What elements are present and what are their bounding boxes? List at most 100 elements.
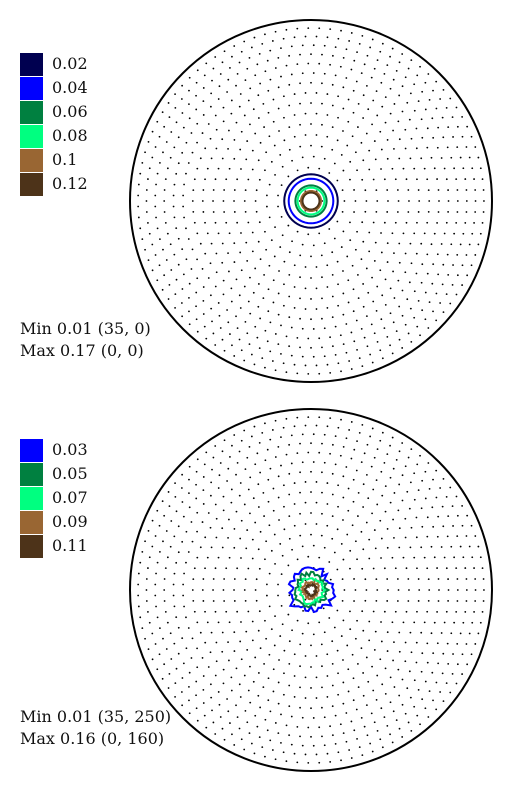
grid-dot <box>373 649 376 651</box>
grid-dot <box>323 716 326 719</box>
grid-dot <box>424 81 427 84</box>
grid-dot <box>337 116 339 119</box>
grid-dot <box>357 274 359 276</box>
grid-dot <box>365 473 368 476</box>
grid-dot <box>368 538 371 541</box>
grid-dot <box>393 536 395 539</box>
grid-dot <box>413 679 416 682</box>
grid-dot <box>249 276 251 279</box>
grid-dot <box>272 120 275 123</box>
grid-dot <box>274 67 277 69</box>
grid-dot <box>337 37 340 40</box>
grid-dot <box>195 291 198 294</box>
grid-dot <box>244 468 247 471</box>
grid-dot <box>233 242 236 245</box>
grid-dot <box>383 610 386 613</box>
grid-dot <box>356 440 358 443</box>
grid-dot <box>285 760 288 763</box>
grid-dot <box>245 241 248 244</box>
grid-dot <box>147 178 149 180</box>
grid-dot <box>251 231 254 234</box>
grid-dot <box>285 724 288 727</box>
grid-dot <box>362 483 365 486</box>
grid-dot <box>437 600 440 602</box>
grid-dot <box>459 156 462 159</box>
grid-dot <box>240 557 242 559</box>
grid-dot <box>281 234 284 237</box>
grid-dot <box>233 578 236 580</box>
grid-dot <box>363 336 366 339</box>
grid-dot <box>426 567 429 570</box>
grid-dot <box>156 668 159 671</box>
grid-dot <box>206 621 209 624</box>
grid-dot <box>190 521 193 523</box>
grid-dot <box>406 687 409 690</box>
grid-dot <box>273 644 276 647</box>
grid-dot <box>191 589 194 591</box>
grid-dot <box>238 683 241 686</box>
grid-dot <box>337 304 340 307</box>
grid-dot <box>230 501 233 504</box>
grid-dot <box>223 349 226 352</box>
grid-dot <box>257 305 260 308</box>
grid-dot <box>251 639 254 642</box>
grid-dot <box>262 491 265 494</box>
grid-dot <box>432 89 434 92</box>
grid-dot <box>285 28 288 31</box>
grid-dot <box>233 528 236 530</box>
grid-dot <box>413 705 416 708</box>
grid-dot <box>370 465 373 468</box>
grid-dot <box>175 227 178 230</box>
grid-dot <box>415 147 418 150</box>
grid-dot <box>431 282 434 285</box>
grid-dot <box>404 252 407 255</box>
grid-dot <box>280 464 282 467</box>
grid-dot <box>277 681 280 684</box>
grid-dot <box>221 261 224 264</box>
grid-dot <box>323 44 326 47</box>
grid-dot <box>362 694 365 697</box>
grid-dot <box>137 194 140 197</box>
grid-dot <box>386 453 389 456</box>
grid-dot <box>365 84 368 87</box>
grid-dot <box>217 167 220 170</box>
grid-dot <box>210 242 213 245</box>
grid-dot <box>353 340 356 343</box>
grid-dot <box>257 94 260 97</box>
grid-dot <box>299 53 301 56</box>
grid-dot <box>233 600 236 602</box>
grid-dot <box>281 165 284 168</box>
grid-dot <box>386 189 389 191</box>
grid-dot <box>147 140 150 143</box>
grid-dot <box>415 127 418 130</box>
grid-dot <box>379 738 382 741</box>
grid-dot <box>320 643 323 646</box>
grid-dot <box>202 286 205 288</box>
grid-dot <box>352 310 355 313</box>
grid-dot <box>393 147 395 150</box>
grid-dot <box>163 578 166 580</box>
grid-dot <box>251 557 254 560</box>
grid-dot <box>342 496 345 499</box>
grid-dot <box>254 656 257 659</box>
grid-dot <box>169 243 172 246</box>
grid-dot <box>293 675 296 677</box>
grid-dot <box>450 545 453 548</box>
grid-dot <box>477 545 480 548</box>
grid-dot <box>474 600 477 602</box>
grid-dot <box>473 178 475 180</box>
legend-swatch <box>20 100 43 124</box>
grid-dot <box>258 567 261 570</box>
grid-dot <box>415 516 418 519</box>
grid-dot <box>435 681 438 684</box>
grid-dot <box>204 147 207 150</box>
grid-dot <box>266 194 268 197</box>
grid-dot <box>331 515 334 518</box>
grid-dot <box>363 452 366 455</box>
grid-dot <box>185 647 188 650</box>
grid-dot <box>301 716 304 719</box>
grid-dot <box>348 40 351 42</box>
grid-dot <box>223 600 226 602</box>
grid-dot <box>215 536 218 539</box>
grid-dot <box>154 535 157 537</box>
